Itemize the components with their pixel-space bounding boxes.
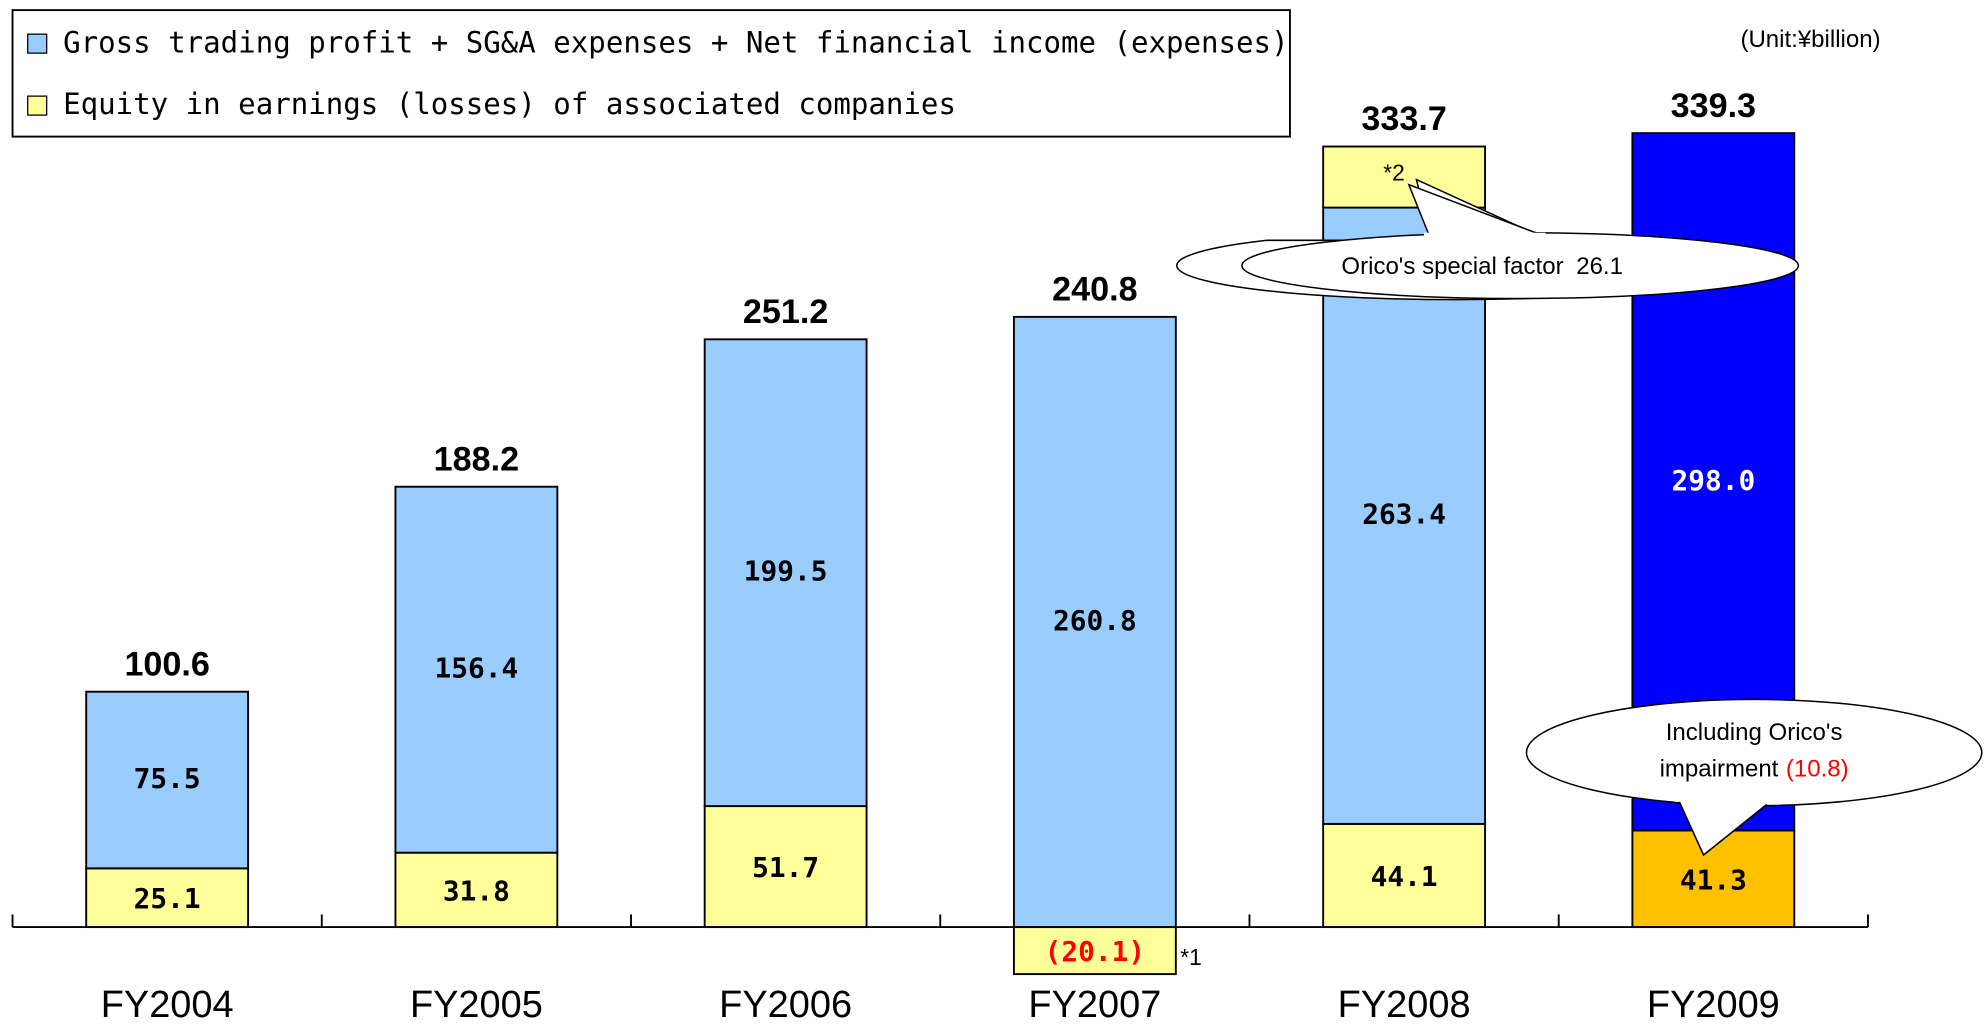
- footnote-mark: *1: [1180, 944, 1202, 970]
- x-tick-label: FY2008: [1338, 984, 1471, 1026]
- value-label: 41.3: [1680, 863, 1747, 896]
- value-label: 199.5: [744, 555, 828, 588]
- callout-label: Orico's special factor: [1341, 253, 1563, 280]
- legend-swatch: [27, 95, 48, 116]
- legend-label: Gross trading profit + SG&A expenses + N…: [63, 25, 1288, 59]
- special-factor-note: *2: [1383, 159, 1405, 185]
- x-tick-label: FY2009: [1647, 984, 1780, 1026]
- callout-value: 26.1: [1576, 253, 1623, 280]
- callout-pointer: [1407, 183, 1540, 236]
- callout-ellipse: [1525, 698, 1983, 807]
- x-tick-label: FY2007: [1028, 984, 1161, 1026]
- callout-label: impairment: [1660, 756, 1779, 783]
- value-label: 260.8: [1053, 604, 1137, 637]
- x-tick-label: FY2004: [101, 984, 234, 1026]
- bar-segment: [394, 485, 559, 854]
- bar-segment: [1322, 822, 1486, 929]
- value-label: 263.4: [1362, 498, 1446, 531]
- total-label: 188.2: [434, 440, 519, 478]
- x-tick-label: FY2006: [719, 984, 852, 1026]
- callout-mask: [1424, 232, 1546, 241]
- value-label: 156.4: [435, 652, 519, 685]
- value-label: 75.5: [134, 762, 201, 795]
- bar-segment: [85, 690, 250, 870]
- value-label: 298.0: [1671, 464, 1755, 497]
- legend-box: [11, 9, 1291, 138]
- callout-value: (10.8): [1786, 756, 1849, 783]
- bar-segment: [394, 851, 559, 929]
- legend-swatch: [27, 33, 48, 54]
- total-label: 251.2: [743, 293, 828, 331]
- bar-segment: [1012, 926, 1177, 976]
- callout-text: impairment (10.8): [1660, 756, 1849, 783]
- value-label: 25.1: [134, 882, 201, 915]
- bar-segment: [703, 805, 868, 929]
- special-factor-segment: [1322, 145, 1486, 209]
- callout-pointer: [1677, 799, 1768, 857]
- total-label: 100.6: [124, 645, 209, 683]
- callout-mask: [1674, 791, 1771, 802]
- callout-text: Orico's special factor 26.1: [1341, 253, 1623, 280]
- value-label: 44.1: [1371, 860, 1438, 893]
- x-tick-label: FY2005: [410, 984, 543, 1026]
- unit-note: (Unit:¥billion): [1740, 26, 1880, 53]
- legend-label: Equity in earnings (losses) of associate…: [63, 87, 956, 121]
- total-label: 240.8: [1052, 271, 1137, 309]
- value-label: (20.1): [1045, 935, 1145, 968]
- value-label: 31.8: [443, 874, 510, 907]
- bar-segment: [703, 338, 868, 808]
- total-label: 339.3: [1671, 87, 1756, 125]
- total-label: 333.7: [1361, 100, 1446, 138]
- bar-segment: [85, 867, 250, 929]
- callout-text: Including Orico's: [1666, 719, 1843, 746]
- value-label: 51.7: [752, 851, 819, 884]
- bar-segment: [1322, 206, 1486, 825]
